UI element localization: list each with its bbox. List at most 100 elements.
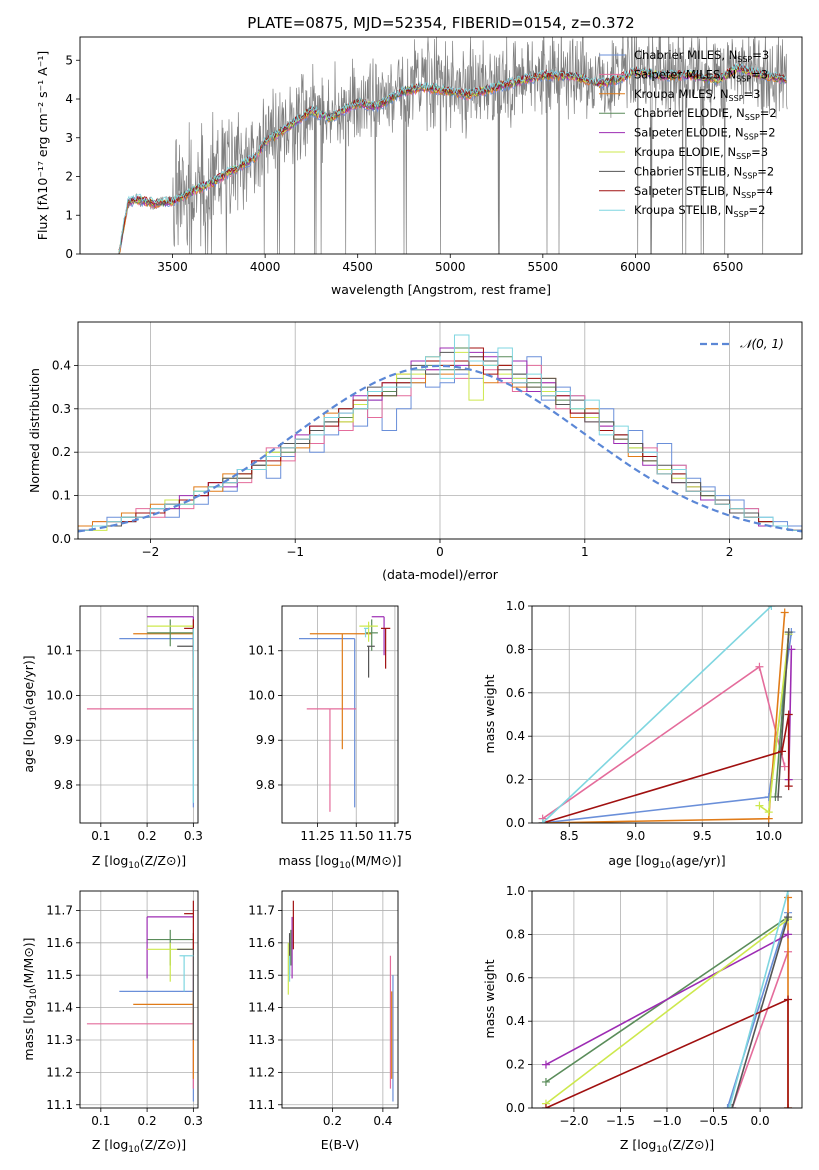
frame: 0.1 0.2 0.3 9.8 9.9 10.0 10.1 — [46, 605, 203, 843]
x-tick-label: −2.0 — [559, 1114, 588, 1128]
weight-marker-salpeter-stelib — [778, 747, 787, 756]
plot-area — [86, 616, 194, 808]
x-axis-label: Z [log10(Z/Z⊙)] — [92, 1137, 186, 1155]
y-tick-label: 11.1 — [46, 1098, 73, 1112]
mass-vs-extinction-panel: 0.2 0.4 11.1 11.2 11.3 11.4 11.5 11.6 11.7 — [248, 890, 399, 1128]
y-tick-label: 11.3 — [248, 1033, 275, 1047]
y-tick-label: 9.8 — [54, 778, 73, 792]
x-axis-label: wavelength [Angstrom, rest frame] — [331, 282, 551, 297]
y-axis-label: Normed distribution — [27, 368, 42, 493]
plot-area — [541, 891, 793, 1108]
plot-area — [538, 606, 796, 823]
x-tick-label: 0.3 — [184, 829, 203, 843]
plot-area — [118, 37, 788, 254]
y-tick-label: 0.6 — [506, 971, 525, 985]
weight-marker-salpeter-elodie — [787, 645, 796, 654]
model-spectrum-chabrier-elodie — [118, 65, 787, 253]
y-tick-label: 11.7 — [248, 903, 275, 917]
x-axis-label: Z [log10(Z/Z⊙)] — [92, 853, 186, 871]
x-tick-label: 4000 — [250, 260, 281, 274]
observed-spectrum — [118, 37, 788, 254]
y-tick-label: 9.9 — [54, 733, 73, 747]
y-tick-label: 0.3 — [52, 402, 71, 416]
y-tick-label: 3 — [65, 131, 73, 145]
x-tick-label: −1 — [286, 545, 304, 559]
y-tick-label: 11.2 — [46, 1065, 73, 1079]
x-axis-label: Z [log10(Z/Z⊙)] — [620, 1137, 714, 1155]
weight-marker-salpeter-stelib — [784, 1104, 793, 1108]
x-tick-label: −2 — [142, 545, 160, 559]
weight-line-kroupa-stelib — [728, 891, 789, 1108]
weight-line-kroupa-elodie — [545, 918, 789, 1105]
y-axis-label: mass weight — [482, 674, 497, 753]
weight-marker-kroupa-stelib — [784, 891, 793, 895]
legend-entry-chabrier-miles: Chabrier MILES, NSSP=3 — [634, 48, 769, 64]
x-tick-label: 8.5 — [560, 829, 579, 843]
y-tick-label: 0.0 — [506, 816, 525, 830]
weight-marker-chabrier-miles — [723, 1104, 732, 1108]
x-tick-label: 3500 — [157, 260, 188, 274]
mass-weight-metallicity-panel: −2.0 −1.5 −1.0 −0.5 0.0 0.0 0.2 0.4 0.6 0.8 1.0 — [506, 884, 803, 1128]
age-vs-metallicity-panel: 0.1 0.2 0.3 9.8 9.9 10.0 10.1 — [46, 605, 203, 843]
frame: 0.2 0.4 11.1 11.2 11.3 11.4 11.5 11.6 11.7 — [248, 890, 399, 1128]
y-tick-label: 9.8 — [256, 778, 275, 792]
weight-line-kroupa-miles — [542, 612, 786, 823]
x-axis-label: E(B-V) — [321, 1137, 360, 1152]
y-tick-label: 0.1 — [52, 489, 71, 503]
model-spectrum-kroupa-stelib — [118, 63, 787, 253]
weight-marker-chabrier-stelib — [774, 792, 783, 801]
y-tick-label: 0.2 — [506, 773, 525, 787]
x-axis-label: (data-model)/error — [382, 567, 499, 582]
y-tick-label: 1 — [65, 208, 73, 222]
histogram-kroupa-stelib — [78, 334, 802, 539]
weight-line-chabrier-miles — [542, 631, 793, 823]
y-tick-label: 10.1 — [46, 644, 73, 658]
x-tick-label: 0.4 — [373, 1114, 392, 1128]
model-spectrum-salpeter-stelib — [118, 63, 787, 251]
y-tick-label: 2 — [65, 170, 73, 184]
weight-marker-chabrier-stelib — [728, 1104, 737, 1108]
axes-frame — [531, 605, 803, 824]
y-tick-label: 11.3 — [46, 1033, 73, 1047]
x-tick-label: 11.50 — [339, 829, 373, 843]
y-tick-label: 0.4 — [506, 1014, 525, 1028]
y-tick-label: 0.2 — [52, 445, 71, 459]
weight-marker-chabrier-stelib — [784, 628, 793, 637]
y-tick-label: 0.0 — [52, 532, 71, 546]
y-tick-label: 11.5 — [46, 968, 73, 982]
legend-entry-salpeter-stelib: Salpeter STELIB, NSSP=4 — [634, 184, 773, 200]
mass-vs-metallicity-panel: 0.1 0.2 0.3 11.1 11.2 11.3 11.4 11.5 11.6 11.7 — [46, 890, 203, 1128]
weight-line-chabrier-stelib — [777, 631, 790, 798]
weight-line-salpeter-elodie — [545, 933, 789, 1066]
y-tick-label: 0.4 — [506, 729, 525, 743]
x-axis-label: mass [log10(M/M⊙)] — [278, 853, 401, 871]
legend-entry-kroupa-stelib: Kroupa STELIB, NSSP=2 — [634, 203, 765, 219]
axes-frame — [281, 890, 399, 1109]
weight-marker-salpeter-elodie — [541, 1060, 550, 1069]
x-tick-label: 11.25 — [300, 829, 334, 843]
legend-entry-kroupa-miles: Kroupa MILES, NSSP=3 — [634, 87, 760, 103]
weight-line-salpeter-miles — [731, 951, 789, 1108]
y-tick-label: 0.2 — [506, 1058, 525, 1072]
x-tick-label: 0.0 — [751, 1114, 770, 1128]
y-tick-label: 0.4 — [52, 358, 71, 372]
x-axis-label: age [log10(age/yr)] — [608, 853, 725, 871]
weight-marker-salpeter-stelib — [541, 1104, 550, 1108]
x-tick-label: 9.5 — [693, 829, 712, 843]
legend-entry-chabrier-elodie: Chabrier ELODIE, NSSP=2 — [634, 106, 777, 122]
weight-marker-kroupa-elodie — [755, 801, 764, 810]
y-tick-label: 1.0 — [506, 599, 525, 613]
y-tick-label: 11.1 — [248, 1098, 275, 1112]
axes-frame — [79, 605, 199, 824]
x-tick-label: 0.2 — [138, 1114, 157, 1128]
weight-marker-salpeter-stelib — [784, 710, 793, 719]
y-tick-label: 11.5 — [248, 968, 275, 982]
y-axis-label: age [log10(age/yr)] — [21, 655, 39, 772]
x-tick-label: 5500 — [528, 260, 559, 274]
weight-marker-chabrier-elodie — [541, 1077, 550, 1086]
x-tick-label: 4500 — [342, 260, 373, 274]
mass-weight-age-panel: 8.5 9.0 9.5 10.0 0.0 0.2 0.4 0.6 0.8 1.0 — [506, 599, 803, 843]
frame: −2 −1 0 1 2 0.0 0.1 0.2 0.3 0.4 — [52, 321, 803, 559]
legend-entry-kroupa-elodie: Kroupa ELODIE, NSSP=3 — [634, 145, 768, 161]
plot-area — [78, 334, 802, 539]
